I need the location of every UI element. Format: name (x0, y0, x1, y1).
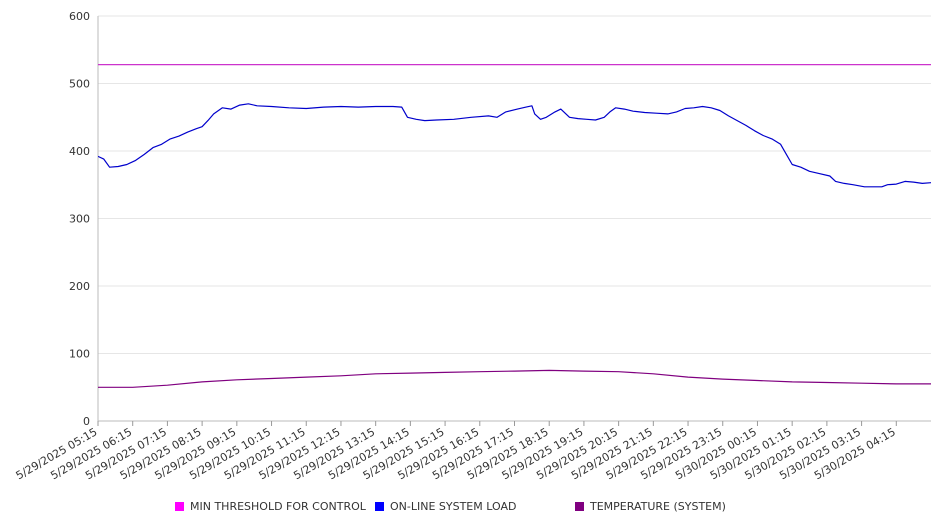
legend-swatch-system-load (375, 501, 384, 511)
y-tick-label-100: 100 (69, 348, 90, 361)
y-tick-label-400: 400 (69, 145, 90, 158)
series-line-temperature (98, 369, 931, 388)
y-tick-label-500: 500 (69, 78, 90, 91)
y-tick-label-0: 0 (83, 415, 90, 428)
legend-swatch-temperature (575, 501, 584, 511)
legend-label-system-load: ON-LINE SYSTEM LOAD (390, 499, 517, 513)
y-tick-label-300: 300 (69, 213, 90, 226)
legend-label-temperature: TEMPERATURE (SYSTEM) (590, 499, 726, 513)
y-tick-label-600: 600 (69, 10, 90, 23)
legend-swatch-min-threshold (175, 501, 184, 511)
y-tick-label-200: 200 (69, 280, 90, 293)
series-line-system-load (98, 103, 931, 188)
legend-item-temperature: TEMPERATURE (SYSTEM) (575, 499, 726, 513)
legend-item-system-load: ON-LINE SYSTEM LOAD (375, 499, 516, 513)
legend-item-min-threshold: MIN THRESHOLD FOR CONTROL (175, 499, 366, 513)
legend-label-min-threshold: MIN THRESHOLD FOR CONTROL (190, 499, 366, 513)
